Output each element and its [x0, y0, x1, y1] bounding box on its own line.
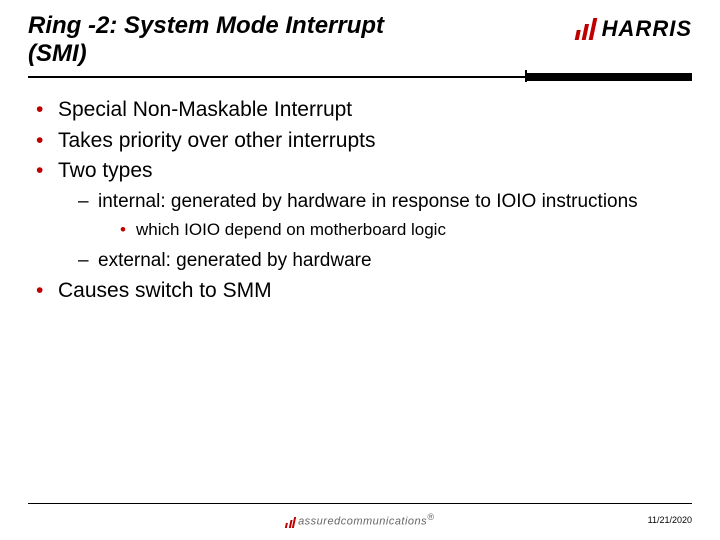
slide-content: Special Non-Maskable Interrupt Takes pri… [0, 78, 720, 306]
slide-title: Ring -2: System Mode Interrupt (SMI) [28, 12, 408, 67]
list-item: Special Non-Maskable Interrupt [36, 96, 692, 124]
slide-footer: assuredcommunications® 11/21/2020 [28, 503, 692, 528]
logo-bars-icon [284, 517, 297, 528]
footer-date: 11/21/2020 [632, 515, 692, 525]
list-item: internal: generated by hardware in respo… [78, 189, 692, 242]
logo-prefix: H [602, 16, 619, 42]
header-divider [0, 75, 720, 78]
list-item: which IOIO depend on motherboard logic [120, 219, 692, 242]
logo-text: ARRIS [619, 16, 692, 42]
assured-communications-logo: assuredcommunications® [88, 512, 632, 528]
list-item: external: generated by hardware [78, 248, 692, 274]
list-item: Causes switch to SMM [36, 277, 692, 305]
footer-divider [28, 503, 692, 504]
harris-logo: HARRIS [577, 12, 692, 42]
slide-header: Ring -2: System Mode Interrupt (SMI) HAR… [0, 0, 720, 71]
list-item: Takes priority over other interrupts [36, 127, 692, 155]
logo-bars-icon [574, 18, 600, 40]
list-item: Two types internal: generated by hardwar… [36, 157, 692, 274]
